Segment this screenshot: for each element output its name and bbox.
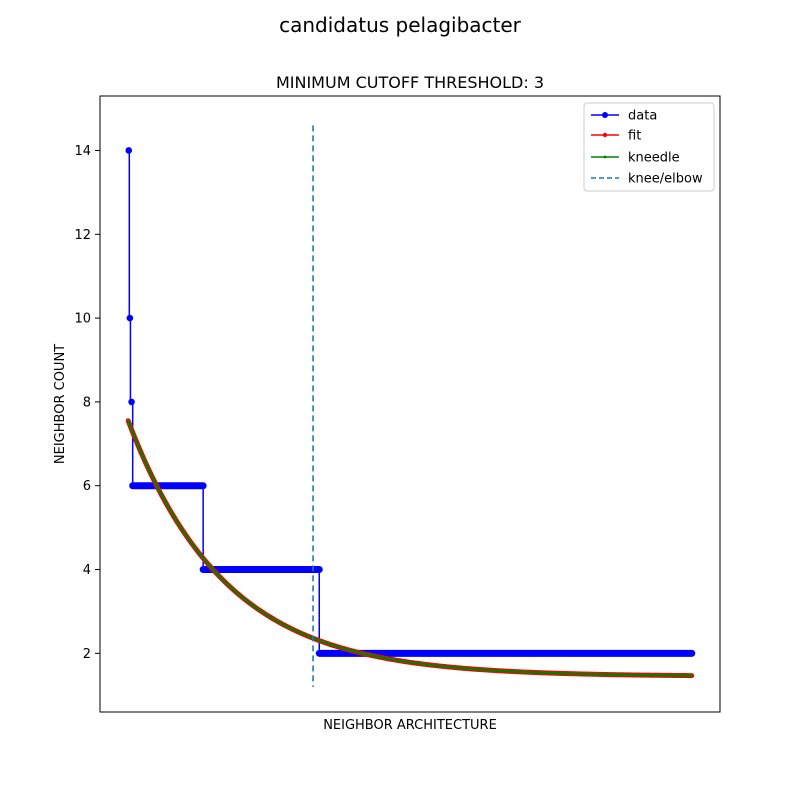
- legend-box: [583, 102, 715, 192]
- data-point: [126, 314, 134, 322]
- y-tick-label: 12: [74, 228, 91, 243]
- data-point: [125, 147, 133, 154]
- chart-title: MINIMUM CUTOFF THRESHOLD: 3: [276, 73, 544, 92]
- y-tick-label: 2: [83, 647, 91, 662]
- legend: data fit kneedle knee/elbow: [583, 102, 715, 192]
- legend-marker-fit: [602, 132, 608, 138]
- y-tick-label: 10: [74, 312, 91, 327]
- data-line: [128, 149, 692, 655]
- axes-frame: [99, 95, 721, 713]
- data-point: [128, 398, 135, 406]
- x-axis-label: NEIGHBOR ARCHITECTURE: [323, 718, 497, 733]
- y-axis-ticks: 2 4 6 8 10 12 14: [74, 144, 100, 662]
- plot-area: 2 4 6 8 10 12 14: [74, 95, 721, 713]
- legend-label-knee: knee/elbow: [628, 172, 703, 187]
- y-tick-label: 8: [83, 395, 91, 410]
- y-tick-label: 6: [83, 479, 91, 494]
- y-tick-label: 14: [74, 144, 91, 159]
- legend-marker-data: [602, 112, 608, 118]
- legend-label-kneedle: kneedle: [628, 151, 680, 166]
- series-layer: [125, 125, 696, 687]
- figure-suptitle: candidatus pelagibacter: [279, 13, 522, 37]
- y-axis-label: NEIGHBOR COUNT: [53, 344, 68, 464]
- legend-marker-kneedle: [603, 155, 607, 159]
- y-tick-label: 4: [83, 563, 91, 578]
- kneedle-curve: [126, 419, 694, 677]
- legend-label-data: data: [628, 109, 657, 124]
- legend-label-fit: fit: [628, 129, 641, 144]
